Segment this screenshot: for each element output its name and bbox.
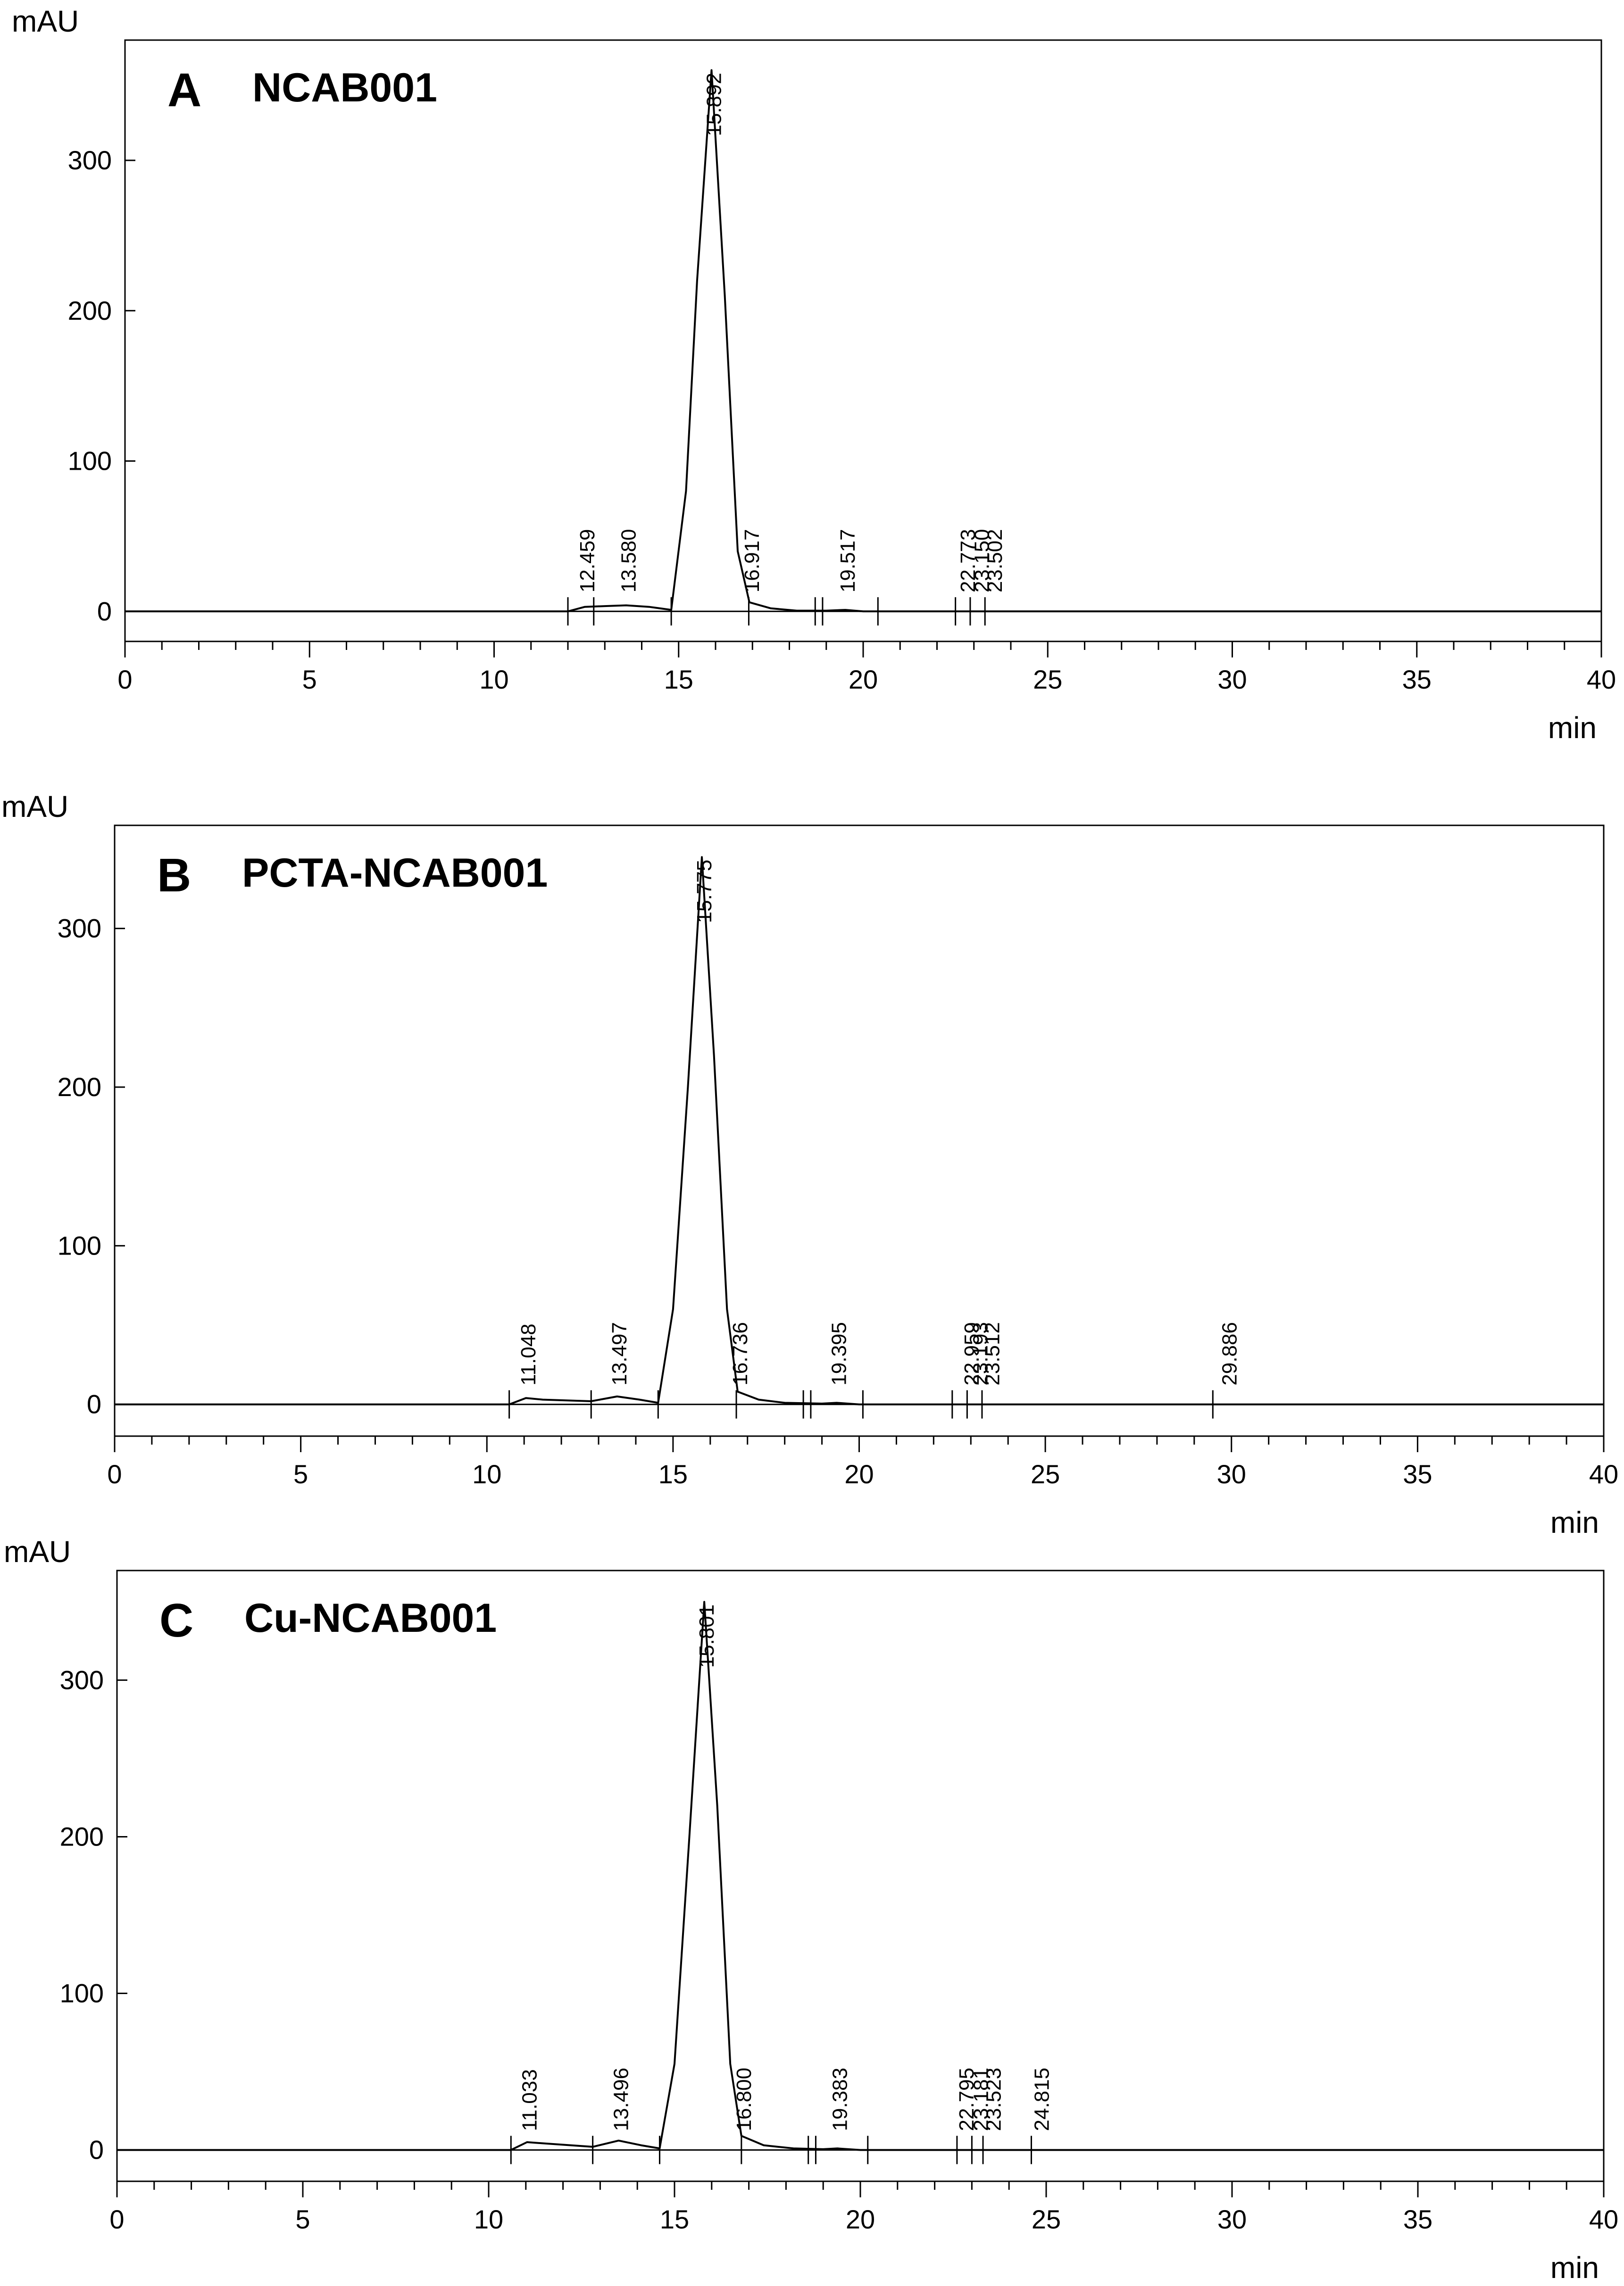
y-tick-label: 200 bbox=[58, 1072, 101, 1102]
peak-label: 16.800 bbox=[733, 2068, 756, 2131]
y-tick-label: 300 bbox=[60, 1665, 104, 1695]
panel-b: 0 100 200 300 0 5 10 15 20 25 30 35 40 mAU min B PCTA-NC… bbox=[1, 790, 1618, 1539]
x-axis-label: min bbox=[1550, 2251, 1599, 2285]
peak-label: 23.512 bbox=[981, 1322, 1004, 1386]
x-tick-label: 30 bbox=[1217, 665, 1247, 694]
y-tick-label: 0 bbox=[87, 1389, 101, 1419]
plot-frame bbox=[116, 1570, 1605, 2182]
x-tick-label: 5 bbox=[293, 1459, 308, 1489]
peak-label: 19.395 bbox=[828, 1322, 851, 1386]
y-axis-label: mAU bbox=[1, 790, 68, 823]
peak-label: 11.048 bbox=[517, 1323, 540, 1385]
peak-label: 15.892 bbox=[703, 73, 726, 136]
panel-title: Cu-NCAB001 bbox=[244, 1596, 497, 1641]
x-tick-label: 5 bbox=[295, 2204, 310, 2234]
peak-label: 22.959 bbox=[960, 1322, 983, 1386]
x-tick-label: 10 bbox=[479, 665, 508, 694]
peak-label: 13.497 bbox=[608, 1322, 631, 1386]
panel-letter: B bbox=[157, 849, 191, 902]
peak-label: 12.459 bbox=[576, 529, 599, 593]
peak-label: 29.886 bbox=[1218, 1322, 1241, 1386]
panel-letter: C bbox=[159, 1594, 193, 1647]
y-tick-label: 300 bbox=[68, 145, 112, 175]
x-tick-label: 35 bbox=[1402, 665, 1432, 694]
trace-line bbox=[115, 856, 1604, 1405]
panel-title: PCTA-NCAB001 bbox=[242, 850, 548, 896]
peak-label: 19.383 bbox=[828, 2068, 851, 2131]
peak-label: 13.496 bbox=[609, 2068, 633, 2131]
y-axis-label: mAU bbox=[12, 4, 79, 38]
peak-label: 23.523 bbox=[983, 2068, 1006, 2131]
peak-label: 23.181 bbox=[970, 2068, 993, 2131]
y-tick-label: 100 bbox=[58, 1230, 101, 1260]
y-tick-label: 100 bbox=[68, 446, 112, 476]
peak-label: 23.502 bbox=[983, 529, 1007, 593]
x-tick-label: 15 bbox=[660, 2204, 689, 2234]
peak-label: 22.773 bbox=[957, 529, 980, 593]
x-tick-label: 20 bbox=[846, 2204, 875, 2234]
x-tick-label: 25 bbox=[1033, 665, 1062, 694]
x-tick-label: 40 bbox=[1587, 665, 1616, 694]
peak-label: 19.517 bbox=[836, 529, 859, 593]
peak-label: 23.150 bbox=[970, 529, 993, 593]
peak-label: 11.033 bbox=[518, 2069, 541, 2131]
y-tick-label: 200 bbox=[60, 1821, 104, 1851]
panel-a: 0 100 200 300 0 5 10 15 20 25 30 35 40 mAU min A NCAB001… bbox=[12, 4, 1616, 745]
peak-label: 15.775 bbox=[693, 860, 716, 923]
x-tick-label: 35 bbox=[1403, 1459, 1432, 1489]
x-tick-label: 25 bbox=[1031, 1459, 1060, 1489]
plot-frame bbox=[114, 824, 1605, 1437]
y-tick-label: 200 bbox=[68, 296, 112, 325]
y-axis-label: mAU bbox=[4, 1535, 71, 1569]
trace-line bbox=[125, 69, 1601, 613]
panel-title: NCAB001 bbox=[252, 65, 437, 110]
x-tick-label: 5 bbox=[302, 665, 317, 694]
x-tick-label: 25 bbox=[1032, 2204, 1061, 2234]
peak-label: 13.580 bbox=[617, 529, 641, 593]
panel-letter: A bbox=[167, 64, 201, 116]
x-tick-label: 10 bbox=[474, 2204, 503, 2234]
x-tick-label: 35 bbox=[1403, 2204, 1432, 2234]
panel-c: 0 100 200 300 0 5 10 15 20 25 30 35 40 mAU min C Cu-NCAB… bbox=[4, 1535, 1618, 2285]
peak-label: 16.917 bbox=[741, 529, 764, 593]
x-tick-label: 20 bbox=[849, 665, 878, 694]
peak-label: 23.193 bbox=[969, 1322, 992, 1386]
peak-label: 15.801 bbox=[695, 1604, 718, 1668]
y-tick-label: 0 bbox=[97, 596, 112, 626]
x-tick-label: 20 bbox=[844, 1459, 874, 1489]
x-tick-label: 40 bbox=[1589, 2204, 1618, 2234]
peak-label: 24.815 bbox=[1030, 2068, 1053, 2131]
x-axis-label: min bbox=[1548, 711, 1597, 745]
x-tick-label: 0 bbox=[109, 2204, 124, 2234]
x-tick-label: 15 bbox=[664, 665, 693, 694]
trace-line bbox=[117, 1601, 1604, 2151]
x-tick-label: 15 bbox=[658, 1459, 688, 1489]
peak-label: 16.736 bbox=[729, 1322, 752, 1386]
plot-frame bbox=[124, 39, 1602, 642]
x-tick-label: 0 bbox=[107, 1459, 122, 1489]
x-tick-label: 10 bbox=[472, 1459, 501, 1489]
y-tick-label: 300 bbox=[58, 914, 101, 943]
x-axis-label: min bbox=[1550, 1505, 1599, 1539]
x-tick-label: 30 bbox=[1217, 2204, 1247, 2234]
y-tick-label: 0 bbox=[89, 2135, 104, 2165]
x-tick-label: 0 bbox=[117, 665, 132, 694]
y-tick-label: 100 bbox=[60, 1978, 104, 2008]
x-tick-label: 40 bbox=[1589, 1459, 1618, 1489]
x-tick-label: 30 bbox=[1217, 1459, 1246, 1489]
peak-label: 22.795 bbox=[955, 2068, 978, 2131]
